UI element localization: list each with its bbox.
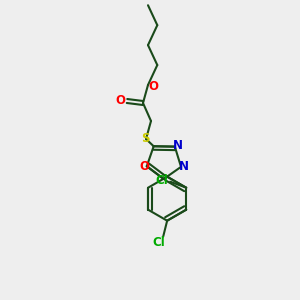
- Text: Cl: Cl: [156, 174, 169, 187]
- Text: S: S: [141, 133, 149, 146]
- Text: Cl: Cl: [153, 236, 166, 249]
- Text: O: O: [140, 160, 150, 173]
- Text: N: N: [179, 160, 189, 173]
- Text: N: N: [173, 139, 183, 152]
- Text: O: O: [115, 94, 125, 106]
- Text: O: O: [148, 80, 158, 92]
